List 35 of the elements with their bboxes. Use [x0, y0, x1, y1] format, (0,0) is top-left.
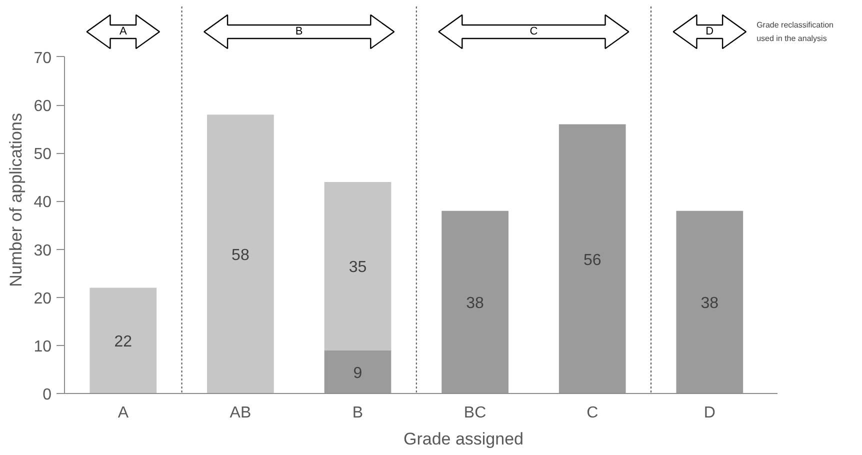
bar	[207, 114, 274, 394]
bar	[324, 182, 392, 350]
data-label: 56	[583, 252, 602, 269]
text: A	[119, 26, 128, 38]
bar	[676, 210, 744, 394]
text: C	[530, 26, 538, 38]
data-label: 38	[466, 295, 484, 312]
x-tick-label: C	[586, 404, 598, 422]
bar	[90, 288, 157, 394]
text: D	[706, 26, 714, 38]
bar	[324, 350, 392, 394]
data-label: 35	[348, 259, 367, 276]
bar	[442, 210, 508, 394]
x-tick-label: B	[352, 404, 364, 422]
x-tick-label: AB	[230, 404, 252, 422]
data-label: 38	[700, 295, 719, 312]
y-tick-label: 60	[34, 98, 52, 116]
x-tick-label: A	[118, 404, 129, 422]
y-tick-label: 30	[34, 242, 52, 260]
text: Grade reclassification used in the analysis	[756, 20, 834, 43]
data-label: 58	[232, 247, 250, 264]
x-tick-label: BC	[464, 404, 486, 422]
data-label: 22	[114, 334, 132, 351]
y-tick-label: 10	[34, 338, 52, 356]
text: B	[295, 26, 303, 38]
bar	[558, 124, 626, 394]
x-axis-title: Grade assigned	[403, 430, 524, 448]
y-tick-label: 0	[42, 386, 52, 404]
x-tick-label: D	[704, 404, 716, 422]
y-axis-title: Number of applications	[6, 113, 26, 287]
y-tick-label: 50	[34, 146, 52, 164]
y-tick-label: 20	[34, 290, 52, 308]
y-tick-label: 40	[34, 194, 52, 212]
data-label: 9	[353, 364, 362, 382]
y-tick-label: 70	[34, 50, 52, 67]
